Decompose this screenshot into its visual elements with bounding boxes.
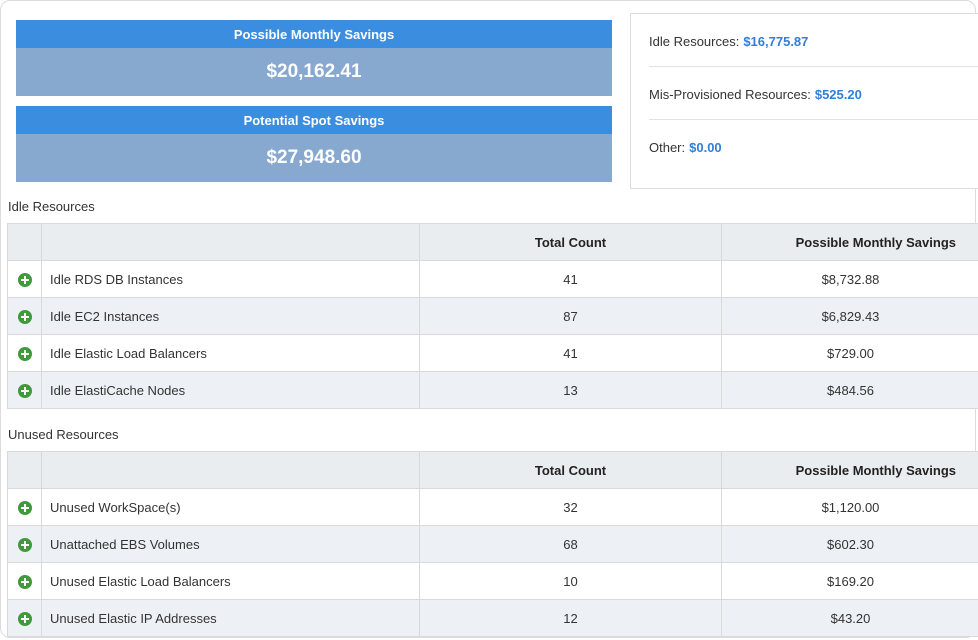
savings-breakdown-panel: Idle Resources: $16,775.87 Mis-Provision… [630, 13, 978, 189]
breakdown-amount[interactable]: $0.00 [689, 139, 722, 155]
plus-circle-icon[interactable] [17, 309, 32, 324]
resource-name: Idle RDS DB Instances [41, 260, 420, 298]
resource-count: 32 [419, 488, 722, 526]
breakdown-amount[interactable]: $16,775.87 [743, 33, 809, 49]
resource-name: Idle Elastic Load Balancers [41, 334, 420, 372]
resource-savings: $6,829.43 [721, 297, 978, 335]
breakdown-label: Idle Resources: [649, 33, 740, 49]
resource-name: Unused Elastic Load Balancers [41, 562, 420, 600]
resource-name: Unused Elastic IP Addresses [41, 599, 420, 637]
table-row: Unused Elastic Load Balancers 10 $169.20 [7, 562, 978, 600]
plus-circle-icon[interactable] [17, 574, 32, 589]
resource-name: Idle ElastiCache Nodes [41, 371, 420, 409]
header-name [41, 223, 420, 261]
plus-circle-icon[interactable] [17, 537, 32, 552]
resource-name: Idle EC2 Instances [41, 297, 420, 335]
resource-savings: $169.20 [721, 562, 978, 600]
resource-count: 12 [419, 599, 722, 637]
resource-count: 41 [419, 260, 722, 298]
plus-circle-icon[interactable] [17, 383, 32, 398]
table-row: Unused Elastic IP Addresses 12 $43.20 [7, 599, 978, 637]
plus-circle-icon[interactable] [17, 272, 32, 287]
resource-savings: $8,732.88 [721, 260, 978, 298]
plus-circle-icon[interactable] [17, 500, 32, 515]
resource-count: 13 [419, 371, 722, 409]
breakdown-label: Other: [649, 139, 686, 155]
resource-count: 41 [419, 334, 722, 372]
breakdown-idle: Idle Resources: $16,775.87 [649, 15, 978, 67]
spot-savings-label: Potential Spot Savings [16, 106, 612, 134]
breakdown-label: Mis-Provisioned Resources: [649, 86, 811, 102]
header-monthly-savings[interactable]: Possible Monthly Savings [721, 451, 978, 489]
table-row: Unattached EBS Volumes 68 $602.30 [7, 525, 978, 563]
header-total-count[interactable]: Total Count [419, 223, 722, 261]
table-row: Unused WorkSpace(s) 32 $1,120.00 [7, 488, 978, 526]
breakdown-misprovisioned: Mis-Provisioned Resources: $525.20 [649, 68, 978, 120]
resource-name: Unattached EBS Volumes [41, 525, 420, 563]
table-row: Idle Elastic Load Balancers 41 $729.00 [7, 334, 978, 372]
divider [649, 119, 978, 120]
monthly-savings-label: Possible Monthly Savings [16, 20, 612, 48]
divider [649, 66, 978, 67]
table-row: Idle EC2 Instances 87 $6,829.43 [7, 297, 978, 335]
resource-savings: $43.20 [721, 599, 978, 637]
unused-resources-title: Unused Resources [8, 427, 119, 442]
table-header-row: Total Count Possible Monthly Savings [7, 451, 978, 489]
header-name [41, 451, 420, 489]
unused-resources-table: Total Count Possible Monthly Savings Unu… [7, 451, 978, 637]
resource-savings: $484.56 [721, 371, 978, 409]
breakdown-other: Other: $0.00 [649, 121, 978, 173]
header-monthly-savings[interactable]: Possible Monthly Savings [721, 223, 978, 261]
table-row: Idle ElastiCache Nodes 13 $484.56 [7, 371, 978, 409]
monthly-savings-card: Possible Monthly Savings $20,162.41 [16, 20, 612, 96]
plus-circle-icon[interactable] [17, 611, 32, 626]
resource-savings: $729.00 [721, 334, 978, 372]
resource-savings: $1,120.00 [721, 488, 978, 526]
table-row: Idle RDS DB Instances 41 $8,732.88 [7, 260, 978, 298]
resource-name: Unused WorkSpace(s) [41, 488, 420, 526]
idle-resources-table: Total Count Possible Monthly Savings Idl… [7, 223, 978, 409]
idle-resources-title: Idle Resources [8, 199, 95, 214]
table-header-row: Total Count Possible Monthly Savings [7, 223, 978, 261]
spot-savings-card: Potential Spot Savings $27,948.60 [16, 106, 612, 182]
header-expand [7, 451, 42, 489]
monthly-savings-value: $20,162.41 [16, 48, 612, 96]
header-total-count[interactable]: Total Count [419, 451, 722, 489]
resource-savings: $602.30 [721, 525, 978, 563]
resource-count: 87 [419, 297, 722, 335]
plus-circle-icon[interactable] [17, 346, 32, 361]
resource-count: 68 [419, 525, 722, 563]
resource-count: 10 [419, 562, 722, 600]
breakdown-amount[interactable]: $525.20 [814, 86, 862, 102]
spot-savings-value: $27,948.60 [16, 134, 612, 182]
header-expand [7, 223, 42, 261]
